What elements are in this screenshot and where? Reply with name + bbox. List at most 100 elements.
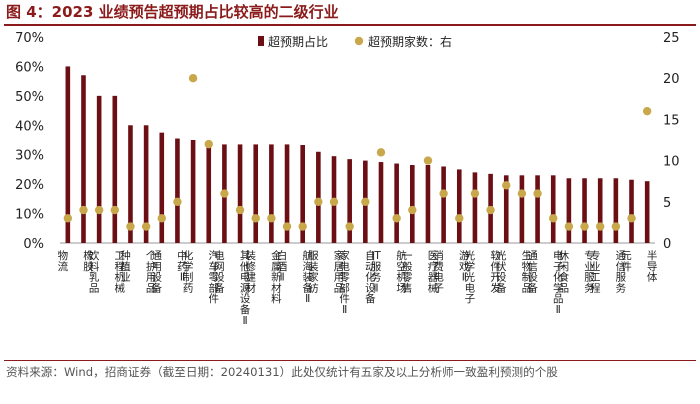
y-right-tick-label: 25	[663, 31, 680, 46]
count-point	[126, 222, 135, 231]
y-left-tick-label: 10%	[15, 208, 44, 223]
bar	[425, 165, 431, 243]
x-tick-label: 通信服务	[616, 250, 627, 294]
x-tick-label: 家电零部件 Ⅱ	[339, 249, 350, 316]
y-right-tick-label: 20	[663, 72, 680, 87]
count-point	[549, 214, 558, 223]
source-note: 资料来源：Wind，招商证券（截至日期：20240131）此处仅统计有五家及以上…	[6, 365, 558, 379]
count-point	[470, 189, 480, 198]
count-point	[282, 222, 292, 231]
count-point	[314, 197, 323, 206]
x-tick-label: 其他电源设备 Ⅱ	[240, 250, 251, 327]
x-tick-label: 消费电子	[433, 249, 444, 294]
bar	[316, 151, 321, 243]
x-tick-label: 种植业	[120, 249, 131, 284]
count-point	[220, 189, 229, 198]
count-point	[564, 222, 574, 231]
x-tick-label: 中药 Ⅱ	[177, 249, 188, 284]
bar	[175, 138, 180, 243]
x-tick-label: 工程机械	[115, 250, 126, 294]
count-point	[94, 205, 104, 215]
x-tick-label: 专业工程	[590, 249, 601, 294]
count-point	[455, 214, 464, 223]
count-point	[298, 222, 307, 231]
x-tick-label: 通信设备	[527, 250, 538, 294]
count-point	[642, 106, 652, 116]
y-right-tick-label: 10	[663, 155, 680, 170]
bar	[112, 95, 118, 243]
y-left-tick-label: 40%	[15, 119, 44, 134]
x-tick-label: 光学光电子	[465, 249, 476, 305]
y-left-tick-label: 30%	[15, 149, 44, 164]
x-tick-label: 专业服务	[584, 249, 595, 294]
bar	[410, 165, 415, 243]
x-tick-label: 通用设备	[152, 250, 163, 294]
bar	[456, 169, 462, 243]
bar	[253, 144, 259, 243]
count-point	[361, 197, 370, 206]
x-tick-label: 游戏 Ⅱ	[459, 249, 470, 284]
bar	[472, 172, 478, 243]
y-left-tick-label: 50%	[15, 90, 44, 105]
bar	[284, 144, 290, 243]
count-point	[408, 205, 417, 215]
x-tick-label: 电网设备	[214, 249, 225, 294]
bar	[566, 178, 572, 243]
x-tick-label: 航海装备 Ⅱ	[302, 249, 313, 305]
x-tick-label: 汽车零部件	[209, 249, 220, 305]
legend-dot-swatch	[354, 36, 364, 46]
bar	[597, 178, 603, 243]
bar	[503, 175, 509, 243]
x-tick-label: 电子化学品 Ⅱ	[553, 249, 564, 316]
bar	[237, 144, 243, 243]
count-point	[627, 214, 636, 223]
count-point	[423, 156, 433, 165]
count-point	[79, 205, 88, 215]
y-left-tick-label: 0%	[23, 237, 44, 252]
count-point	[188, 74, 198, 83]
count-point	[204, 139, 213, 149]
y-left-tick-label: 20%	[15, 178, 44, 193]
y-left-tick-label: 60%	[15, 60, 44, 75]
x-tick-label: 航空机场	[396, 249, 407, 294]
legend-dot-label: 超预期家数：右	[368, 34, 452, 49]
bar	[550, 175, 556, 243]
count-point	[533, 189, 542, 198]
count-point	[439, 189, 448, 198]
count-point	[486, 205, 495, 215]
bar	[378, 162, 384, 243]
count-point	[329, 197, 339, 206]
x-tick-label: IT 服务 Ⅱ	[371, 250, 382, 294]
count-point	[173, 197, 182, 206]
bar	[519, 175, 525, 243]
x-tick-label: 饮料乳品	[89, 249, 100, 294]
count-point	[63, 214, 73, 223]
bar	[394, 163, 399, 243]
x-tick-label: 休闲食品	[559, 250, 570, 294]
bar	[159, 132, 165, 243]
count-point	[392, 214, 401, 223]
bar	[629, 179, 634, 243]
x-tick-label: 光伏设备	[496, 249, 507, 294]
x-tick-label: 半导体	[647, 249, 658, 284]
bar	[96, 95, 102, 243]
y-left-tick-label: 70%	[15, 31, 44, 46]
bar	[143, 125, 149, 243]
bar	[347, 159, 352, 243]
x-tick-label: 金属新材料	[271, 249, 282, 305]
x-tick-label: 一般零售	[402, 250, 413, 294]
count-point	[345, 222, 354, 231]
x-tick-label: 物流	[58, 249, 69, 273]
count-point	[502, 181, 511, 190]
count-point	[267, 214, 276, 223]
figure-title: 图 4：2023 业绩预告超预期占比较高的二级行业	[6, 3, 339, 21]
y-right-tick-label: 15	[663, 113, 680, 128]
footer-rule	[4, 360, 696, 361]
legend-bar-swatch	[258, 36, 264, 46]
x-tick-label: 生物制品	[522, 249, 533, 294]
count-point	[595, 222, 605, 231]
bar	[206, 141, 212, 243]
count-point	[611, 222, 621, 231]
x-tick-label: 白酒 Ⅱ	[277, 249, 288, 284]
x-tick-label: 橡胶	[83, 249, 94, 273]
